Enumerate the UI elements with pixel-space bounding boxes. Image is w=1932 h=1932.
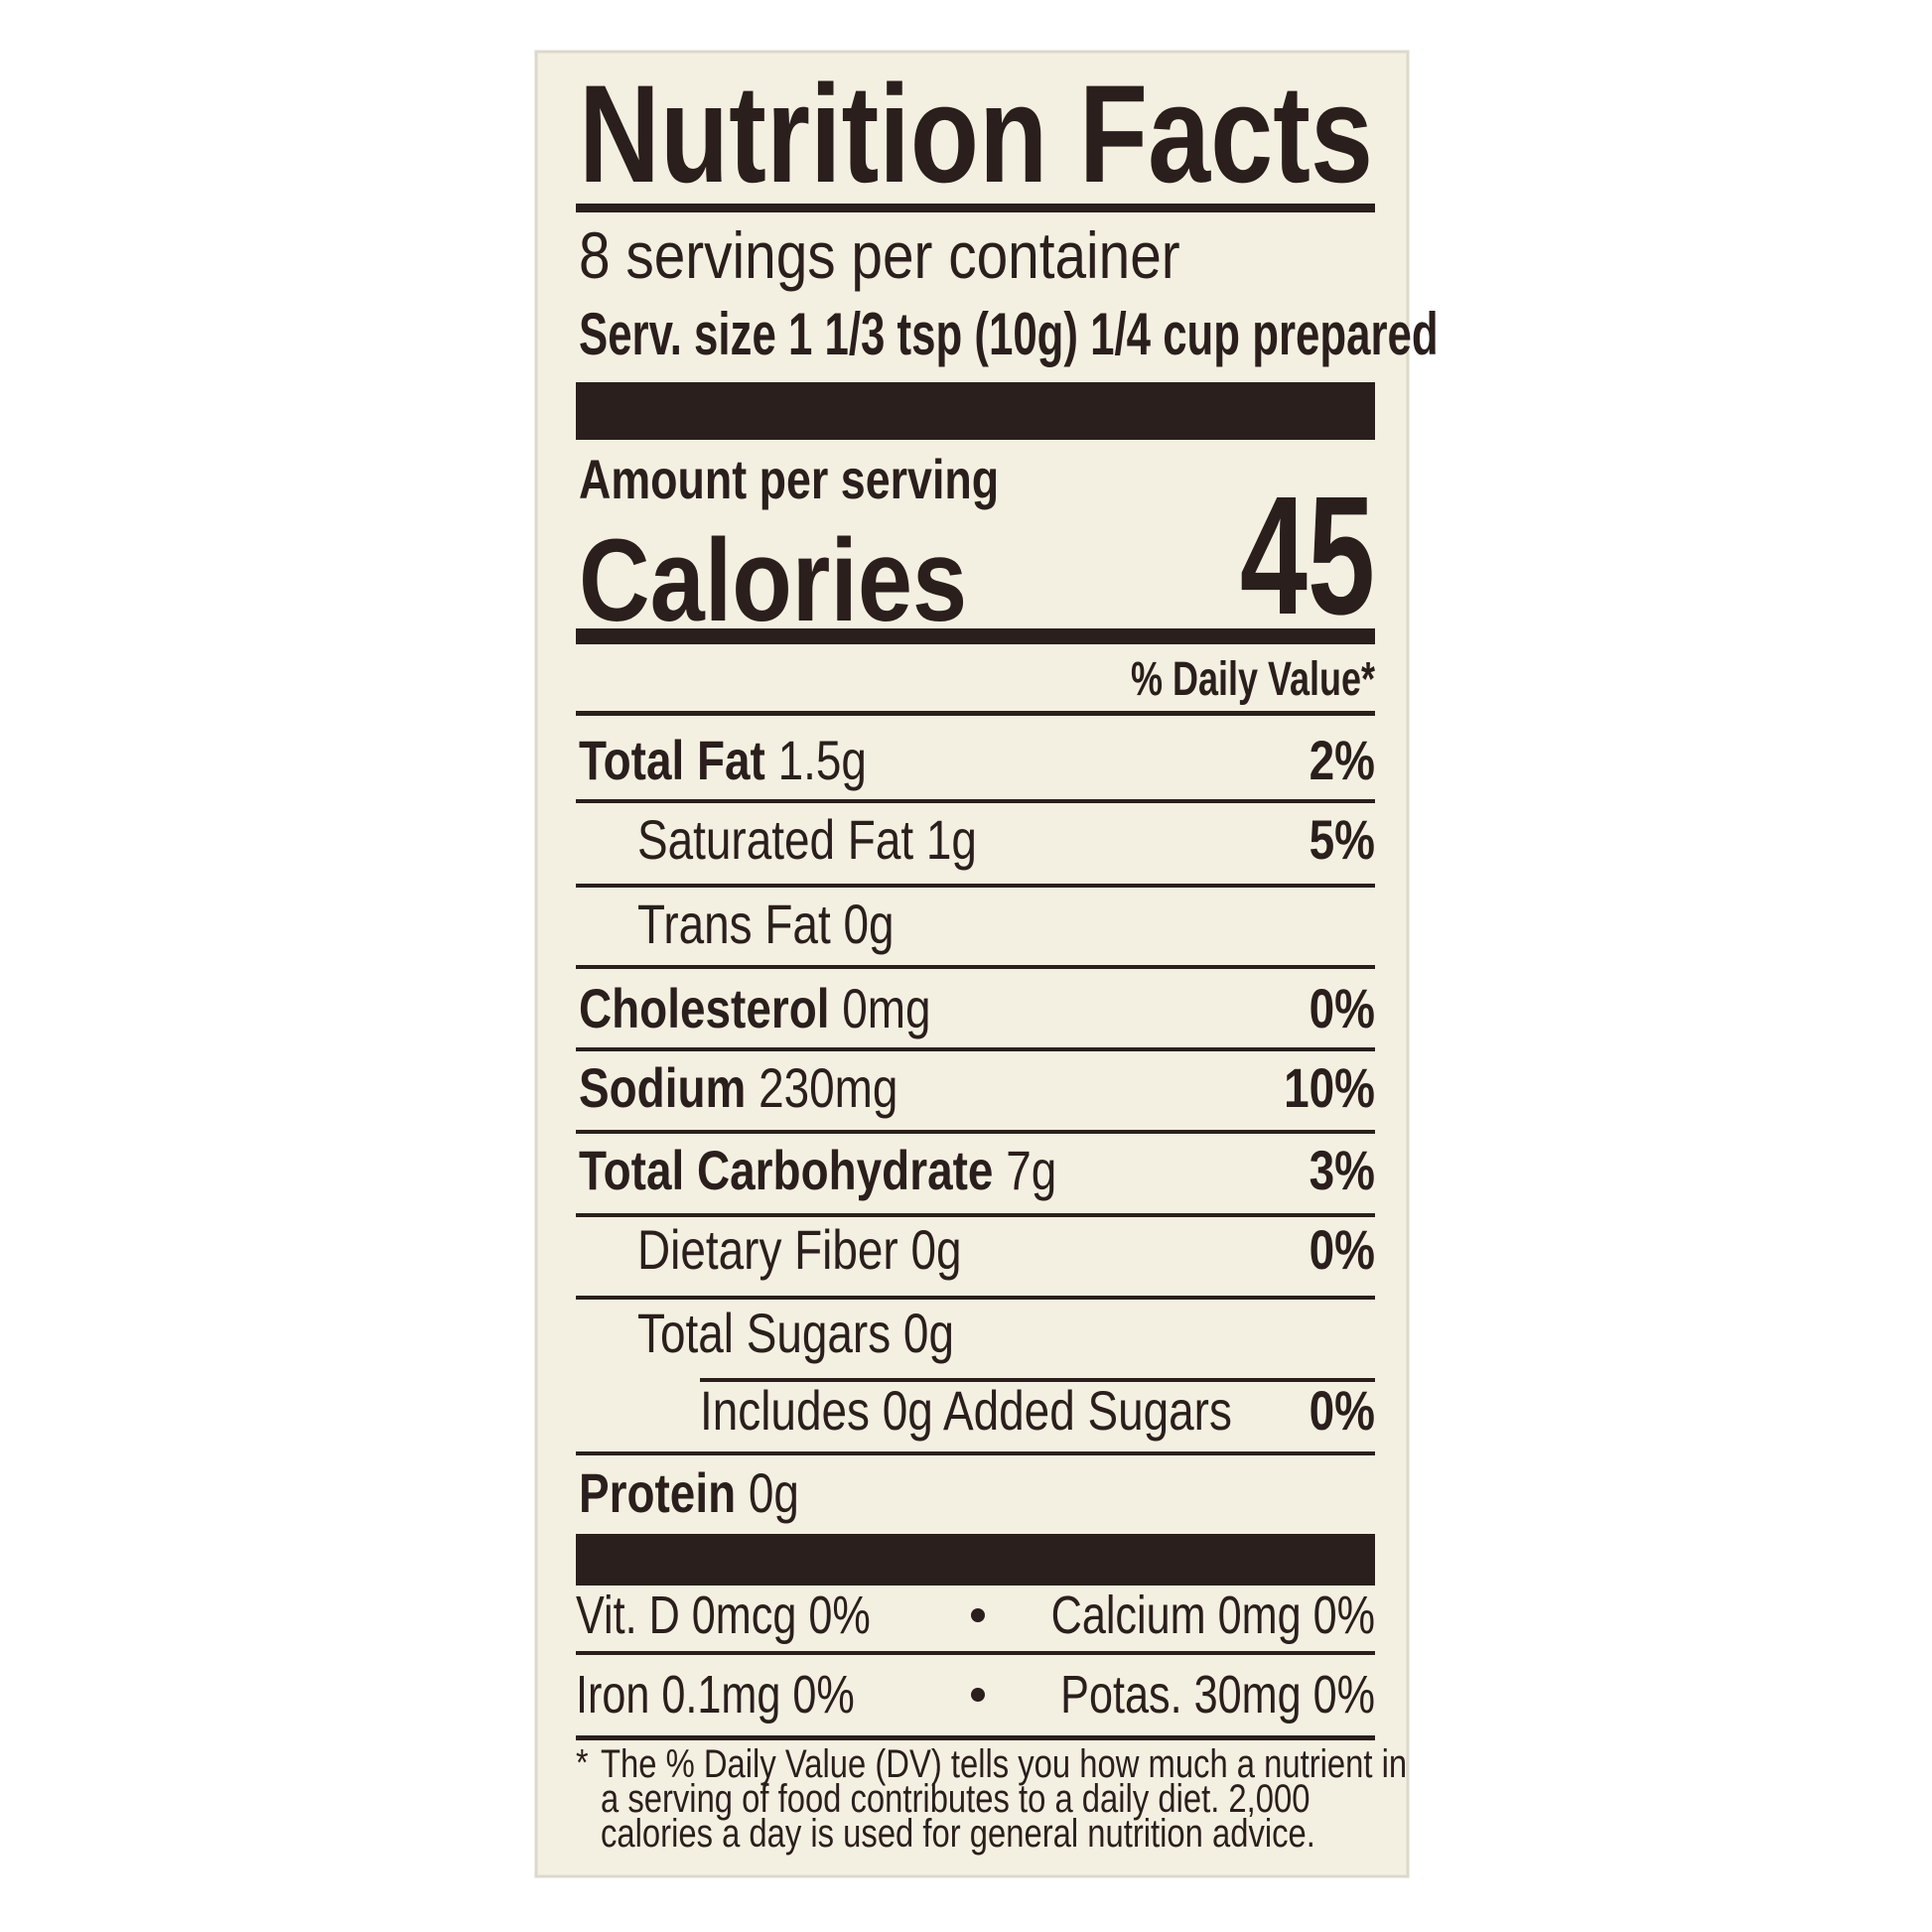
rule [576,1451,1375,1455]
nutrient-name: Total Sugars [637,1303,891,1364]
bullet [971,1608,985,1622]
nutrient-amount: 7g [1006,1140,1056,1201]
nutrient-amount: 1.5g [778,730,867,791]
nutrient-row: Trans Fat 0g [637,894,895,955]
daily-value: 5% [1310,809,1375,871]
footnote: a serving of food contributes to a daily… [601,1776,1310,1821]
daily-value: 0% [1310,978,1375,1039]
daily-value: 10% [1284,1057,1375,1119]
amount-per-serving: Amount per serving [579,448,999,510]
nutrient-row: Sodium 230mg [579,1057,897,1119]
nutrient-amount: 0g [910,1219,961,1281]
nutrient-amount: 1g [926,809,977,871]
footnote-mark: * [576,1742,589,1784]
nutrient-amount [765,730,778,791]
rule [576,711,1375,716]
footnote: calories a day is used for general nutri… [601,1811,1315,1856]
nutrient-amount [913,809,926,871]
nutrient-amount [898,1219,911,1281]
servings: 8 servings per container [579,219,1180,293]
daily-value: 3% [1310,1140,1375,1201]
nutrient-name: Protein [579,1462,736,1524]
bullet [971,1688,985,1702]
footnote: The % Daily Value (DV) tells you how muc… [601,1741,1407,1786]
nutrient-amount [891,1303,903,1364]
serving-size: Serv. size 1 1/3 tsp (10g) 1/4 cup prepa… [579,301,1439,367]
daily-value: 2% [1310,730,1375,791]
nutrient-name: Includes 0g Added Sugars [700,1380,1232,1442]
calories-value: 45 [1240,462,1375,649]
nutrient-row: Dietary Fiber 0g [637,1219,962,1281]
nutrient-row: Cholesterol 0mg [579,978,931,1039]
nutrient-row: Protein 0g [579,1462,799,1524]
nutrient-name: Total Carbohydrate [579,1140,993,1201]
nutrient-name: Trans Fat [637,894,831,955]
nutrient-amount [746,1057,759,1119]
vitamin: Calcium 0mg 0% [1051,1587,1375,1646]
nutrient-amount [831,894,844,955]
nutrient-name: Total Fat [579,730,765,791]
nutrient-amount: 0g [843,894,894,955]
nutrient-amount: 0g [903,1303,954,1364]
nutrient-name: Dietary Fiber [637,1219,898,1281]
vitamin: Vit. D 0mcg 0% [576,1587,871,1646]
nutrient-row: Total Carbohydrate 7g [579,1140,1056,1201]
daily-value: 0% [1310,1219,1375,1281]
rule [576,1651,1375,1655]
rule [576,799,1375,803]
rule [576,204,1375,212]
nutrient-amount [830,978,843,1039]
title: Nutrition Facts [579,56,1373,211]
nutrient-amount: 0mg [842,978,930,1039]
daily-value: 0% [1310,1380,1375,1442]
rule [576,1296,1375,1300]
nutrient-amount: 0g [749,1462,799,1524]
rule [576,884,1375,888]
nutrient-name: Saturated Fat [637,809,913,871]
nutrient-name: Sodium [579,1057,746,1119]
nutrient-amount [736,1462,749,1524]
rule [576,1047,1375,1051]
rule [576,1213,1375,1217]
calories-label: Calories [579,515,967,646]
nutrient-row: Saturated Fat 1g [637,809,977,871]
thick-rule [576,628,1375,644]
nutrient-name: Cholesterol [579,978,830,1039]
vitamin: Iron 0.1mg 0% [576,1666,855,1725]
thick-bar [576,382,1375,440]
nutrient-row: Includes 0g Added Sugars [700,1380,1232,1442]
rule [700,1378,1375,1382]
thick-bar [576,1534,1375,1586]
nutrient-row: Total Sugars 0g [637,1303,954,1364]
nutrient-row: Total Fat 1.5g [579,730,867,791]
nutrient-amount: 230mg [759,1057,897,1119]
vitamin: Potas. 30mg 0% [1060,1666,1375,1725]
rule [576,1130,1375,1134]
dv-header: % Daily Value* [1131,652,1375,705]
nutrient-amount [993,1140,1006,1201]
rule [576,965,1375,969]
rule [576,1735,1375,1740]
